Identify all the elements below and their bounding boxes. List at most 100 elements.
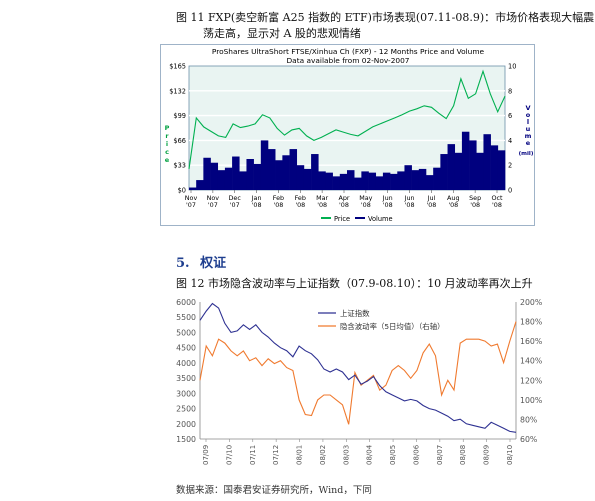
volume-bar (469, 140, 477, 190)
volume-bar (232, 156, 240, 190)
volume-bar (196, 180, 204, 190)
legend-volume-label: Volume (368, 215, 393, 223)
x-tick-label-month: Apr (338, 194, 349, 202)
figure-12-caption: 图 12 市场隐含波动率与上证指数（07.9-08.10）：10 月波动率再次上… (176, 277, 533, 290)
x-tick-label-month: Nov (207, 194, 220, 202)
volume-bar (461, 131, 470, 190)
y-tick-left: 3000 (176, 389, 196, 398)
section-title: 权证 (200, 256, 227, 271)
volume-bar (347, 170, 355, 190)
x-tick-label-year: '08 (317, 201, 327, 209)
x-tick-label: 08/07 (436, 445, 444, 465)
x-tick-label-year: '08 (361, 201, 371, 209)
volume-bar (411, 170, 420, 190)
volume-bar (483, 134, 491, 190)
volume-bar (296, 165, 305, 190)
volume-bar (203, 157, 211, 190)
x-tick-label: 08/03 (342, 445, 350, 465)
right-axis-unit: (mil) (519, 151, 534, 157)
y-tick-left: 5500 (176, 313, 196, 322)
x-tick-label-year: '08 (426, 201, 436, 209)
x-tick-label: 07/09 (202, 445, 210, 465)
y-tick-right: 8 (508, 87, 512, 95)
y-tick-left: 5000 (176, 328, 196, 337)
y-tick-left: 3500 (176, 374, 196, 383)
x-tick-label: 08/06 (412, 444, 420, 465)
y-tick-left: 2500 (176, 405, 196, 414)
volume-bar (332, 176, 341, 190)
section-number: 5. (176, 256, 190, 271)
volume-bar (217, 170, 226, 190)
x-tick-label-month: Dec (229, 194, 242, 202)
y-tick-right: 2 (508, 162, 512, 170)
y-tick-left: 6000 (176, 298, 196, 307)
y-tick-right: 180% (520, 318, 542, 327)
volume-bar (433, 167, 441, 190)
y-tick-right: 4 (508, 137, 512, 145)
y-tick-left: 4500 (176, 344, 196, 353)
x-tick-label-month: Feb (295, 194, 306, 202)
y-tick-left: 4000 (176, 359, 196, 368)
volume-bar (260, 140, 269, 190)
volume-bar (275, 160, 283, 190)
volume-bar (397, 171, 405, 190)
x-tick-label-month: Jun (404, 194, 415, 202)
x-tick-label-month: Jul (427, 194, 436, 202)
volume-bar (325, 172, 333, 190)
x-tick-label-year: '07 (230, 201, 240, 209)
y-tick-right: 10 (508, 63, 516, 71)
figure-12-source: 数据来源：国泰君安证券研究所，Wind，下同 (176, 485, 372, 496)
plot-area: $165$132$99$66$33$01086420Nov'07Nov'07De… (169, 63, 516, 210)
x-tick-label: 08/01 (296, 445, 304, 465)
y-tick-left: $0 (178, 187, 186, 195)
y-tick-right: 140% (520, 357, 542, 366)
x-tick-label-year: '08 (252, 201, 262, 209)
x-tick-label: 08/02 (319, 445, 327, 465)
y-tick-left: 2000 (176, 420, 196, 429)
legend-vol-label: 隐含波动率（5日均值）（右轴） (340, 322, 444, 331)
chart-subtitle: Data available from 02-Nov-2007 (286, 56, 409, 65)
x-tick-label-year: '08 (448, 201, 458, 209)
legend-price-label: Price (334, 215, 350, 223)
figure-11-caption-line1: 图 11 FXP(卖空新富 A25 指数的 ETF)市场表现(07.11-08.… (176, 11, 595, 24)
x-tick-label-year: '08 (405, 201, 415, 209)
x-tick-label-year: '08 (383, 201, 393, 209)
volume-bar (253, 163, 262, 190)
y-tick-right: 6 (508, 112, 512, 120)
volume-bar (268, 149, 276, 190)
volume-bar (303, 168, 312, 190)
volume-bar (390, 173, 398, 190)
y-tick-left: $132 (169, 87, 186, 95)
volume-bar (382, 172, 391, 190)
y-tick-right: 200% (520, 298, 542, 307)
volume-bar (361, 171, 369, 190)
volume-bar (497, 150, 506, 190)
volume-bar (447, 144, 456, 190)
x-tick-label-month: Sep (469, 194, 481, 202)
price-line (188, 69, 506, 170)
x-tick-label-year: '07 (186, 201, 196, 209)
y-tick-left: $33 (173, 162, 186, 170)
volume-bar (339, 173, 348, 190)
volume-bar (440, 154, 448, 190)
x-tick-label-year: '08 (273, 201, 283, 209)
chart-title: ProShares UltraShort FTSE/Xinhua Ch (FXP… (212, 47, 485, 56)
volume-bar (490, 145, 499, 190)
volume-bar (318, 171, 326, 190)
y-tick-right: 160% (520, 337, 542, 346)
x-tick-label: 07/12 (272, 445, 280, 465)
volume-bar (476, 152, 484, 190)
x-tick-label: 07/11 (249, 445, 257, 465)
y-tick-left: $99 (173, 112, 186, 120)
x-tick-label-year: '08 (295, 201, 305, 209)
x-tick-label: 08/08 (459, 445, 467, 465)
x-tick-label-month: May (359, 194, 372, 202)
volume-bar (311, 154, 319, 190)
y-tick-left: 1500 (176, 435, 196, 444)
volume-bar (418, 168, 427, 190)
fxp-price-volume-chart: ProShares UltraShort FTSE/Xinhua Ch (FXP… (160, 44, 535, 226)
volume-bar (375, 176, 384, 190)
volume-bar (454, 152, 463, 190)
x-tick-label-month: Aug (447, 194, 459, 202)
x-tick-label-month: Feb (273, 194, 284, 202)
